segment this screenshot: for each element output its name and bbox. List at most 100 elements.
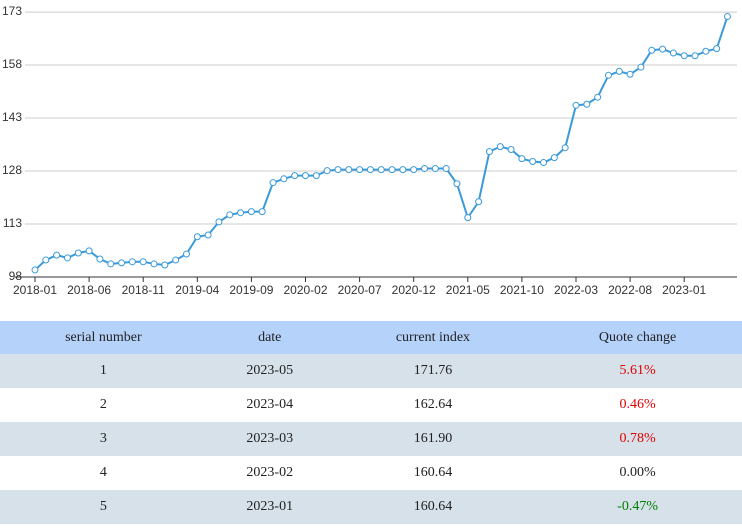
table-cell: 2023-04 xyxy=(246,397,294,412)
point xyxy=(345,166,353,174)
chart: 98 113 128 143 158 173 2018-01 2018-06 2018-11 20… xyxy=(2,4,737,297)
point xyxy=(377,166,385,174)
y-tick-label: 128 xyxy=(2,163,22,177)
x-tick-label: 2020-02 xyxy=(283,283,327,297)
y-tick-label: 143 xyxy=(2,110,22,124)
table-cell: 2023-02 xyxy=(246,465,294,480)
point xyxy=(496,143,504,151)
point xyxy=(302,172,309,180)
y-tick-label: 173 xyxy=(2,4,22,18)
point xyxy=(723,12,731,20)
point xyxy=(139,258,147,266)
point xyxy=(464,214,472,222)
x-tick-label: 2021-10 xyxy=(500,283,544,297)
point xyxy=(42,256,50,264)
header-cell: Quote change xyxy=(533,321,742,354)
point xyxy=(399,166,407,174)
x-tick-label: 2023-01 xyxy=(662,283,706,297)
table-cell: 0.78% xyxy=(533,422,742,456)
table-cell: 3 xyxy=(0,422,207,456)
point xyxy=(85,247,93,255)
point xyxy=(431,165,439,173)
line xyxy=(34,16,729,271)
point xyxy=(388,166,396,174)
x-tick-label: 2018-06 xyxy=(67,283,111,297)
point xyxy=(269,179,277,187)
header-cell: serial number xyxy=(0,321,207,354)
point xyxy=(550,154,558,162)
point xyxy=(691,52,699,60)
point xyxy=(182,250,190,258)
point xyxy=(442,165,450,173)
table-row: 5 2023-01 160.64 -0.47% xyxy=(0,490,742,524)
point xyxy=(204,231,212,239)
table-cell: 2023-01 xyxy=(206,490,333,524)
point xyxy=(247,208,255,216)
table-row: 2 2023-04 162.64 0.46% xyxy=(0,388,742,422)
x-tick-label: 2019-04 xyxy=(175,283,219,297)
table-cell: -0.47% xyxy=(533,490,742,524)
point xyxy=(150,260,158,268)
point xyxy=(161,261,169,269)
point xyxy=(63,254,71,262)
point xyxy=(128,258,136,266)
header-cell: current index xyxy=(332,321,534,354)
header-row: serial number date current index Quote chan… xyxy=(0,321,742,354)
point xyxy=(334,166,342,174)
point xyxy=(529,157,537,165)
table-cell: 160.64 xyxy=(332,490,534,524)
point xyxy=(356,166,364,174)
x-tick-label: 2022-08 xyxy=(608,283,652,297)
point xyxy=(172,256,180,264)
x-tick-label: 2020-12 xyxy=(392,283,436,297)
point xyxy=(193,233,201,241)
point xyxy=(637,63,645,71)
x-tick-label: 2022-03 xyxy=(554,283,598,297)
point xyxy=(572,101,580,109)
point xyxy=(713,45,721,53)
table-cell: 2 xyxy=(99,397,107,412)
table-cell: 162.64 xyxy=(413,397,453,412)
point xyxy=(518,155,526,163)
point xyxy=(475,198,483,206)
header-cell: date xyxy=(206,321,333,354)
point xyxy=(96,255,104,263)
table-cell: 4 xyxy=(99,465,107,480)
table-cell: 161.90 xyxy=(332,422,534,456)
point xyxy=(118,259,126,267)
point xyxy=(485,148,493,156)
point xyxy=(410,166,418,174)
table-row: 3 2023-03 161.90 0.78% xyxy=(0,422,742,456)
point xyxy=(680,52,688,60)
table-cell: 2023-05 xyxy=(206,354,333,388)
point xyxy=(540,159,548,167)
table-cell: 1 xyxy=(0,354,207,388)
table-cell: 5 xyxy=(0,490,207,524)
point xyxy=(258,208,266,216)
point xyxy=(669,49,677,57)
table-cell: 171.76 xyxy=(332,354,534,388)
point xyxy=(702,47,710,55)
x-tick-label: 2019-09 xyxy=(229,283,273,297)
point xyxy=(626,70,634,78)
point xyxy=(291,172,299,180)
point xyxy=(323,167,331,175)
point xyxy=(366,166,374,174)
point xyxy=(507,145,515,153)
table-cell: 5.61% xyxy=(533,354,742,388)
point xyxy=(74,249,82,257)
point xyxy=(53,251,61,259)
point xyxy=(648,46,656,54)
x-tick-label: 2018-01 xyxy=(13,283,57,297)
point xyxy=(594,93,602,101)
table-cell: 0.00% xyxy=(619,465,656,480)
table-cell: 160.64 xyxy=(413,465,453,480)
point xyxy=(615,67,623,75)
point xyxy=(453,180,461,188)
x-tick-label: 2020-07 xyxy=(338,283,382,297)
point xyxy=(226,211,234,219)
table-cell: 2023-03 xyxy=(206,422,333,456)
point xyxy=(659,45,667,53)
y-tick-label: 158 xyxy=(2,57,22,71)
